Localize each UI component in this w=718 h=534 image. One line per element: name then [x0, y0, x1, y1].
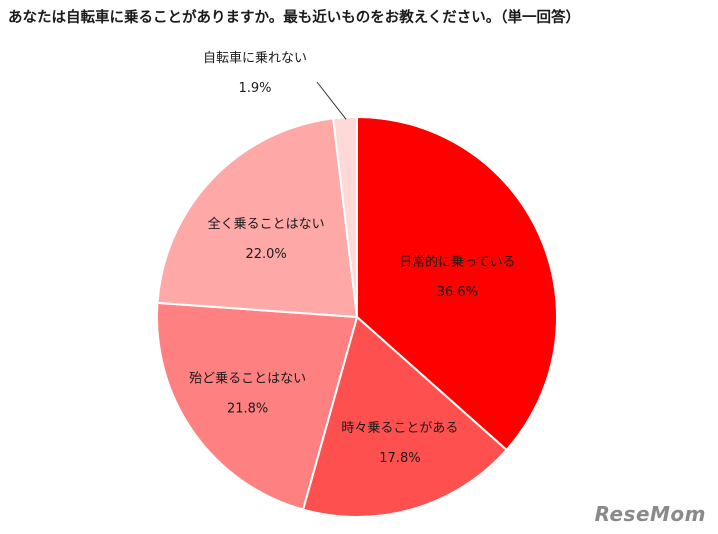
- slice-label: 全く乗ることはない: [208, 216, 325, 232]
- leader-line: [316, 81, 347, 120]
- slice-value-label: 22.0%: [245, 247, 286, 262]
- slice-value-label: 36.6%: [437, 285, 478, 300]
- pie-slice: [301, 315, 508, 518]
- slice-label: 日常的に乗っている: [399, 254, 515, 270]
- chart-title: あなたは自転車に乗ることがありますか。最も近いものをお教えください。（単一回答）: [8, 10, 581, 26]
- slice-value-label: 21.8%: [227, 401, 268, 416]
- slice-label: 自転車に乗れない: [203, 51, 307, 66]
- pie-slice: [156, 301, 359, 511]
- slice-value-label: 1.9%: [238, 81, 271, 96]
- resemom-logo: ReseMom: [595, 502, 706, 526]
- logo-text: ReseMom: [594, 502, 706, 526]
- pie-slice: [356, 115, 558, 452]
- slice-label: 時々乗ることがある: [341, 421, 458, 436]
- slice-value-label: 17.8%: [379, 451, 420, 466]
- slice-label: 殆ど乗ることはない: [189, 371, 306, 386]
- pie-slice: [156, 117, 359, 319]
